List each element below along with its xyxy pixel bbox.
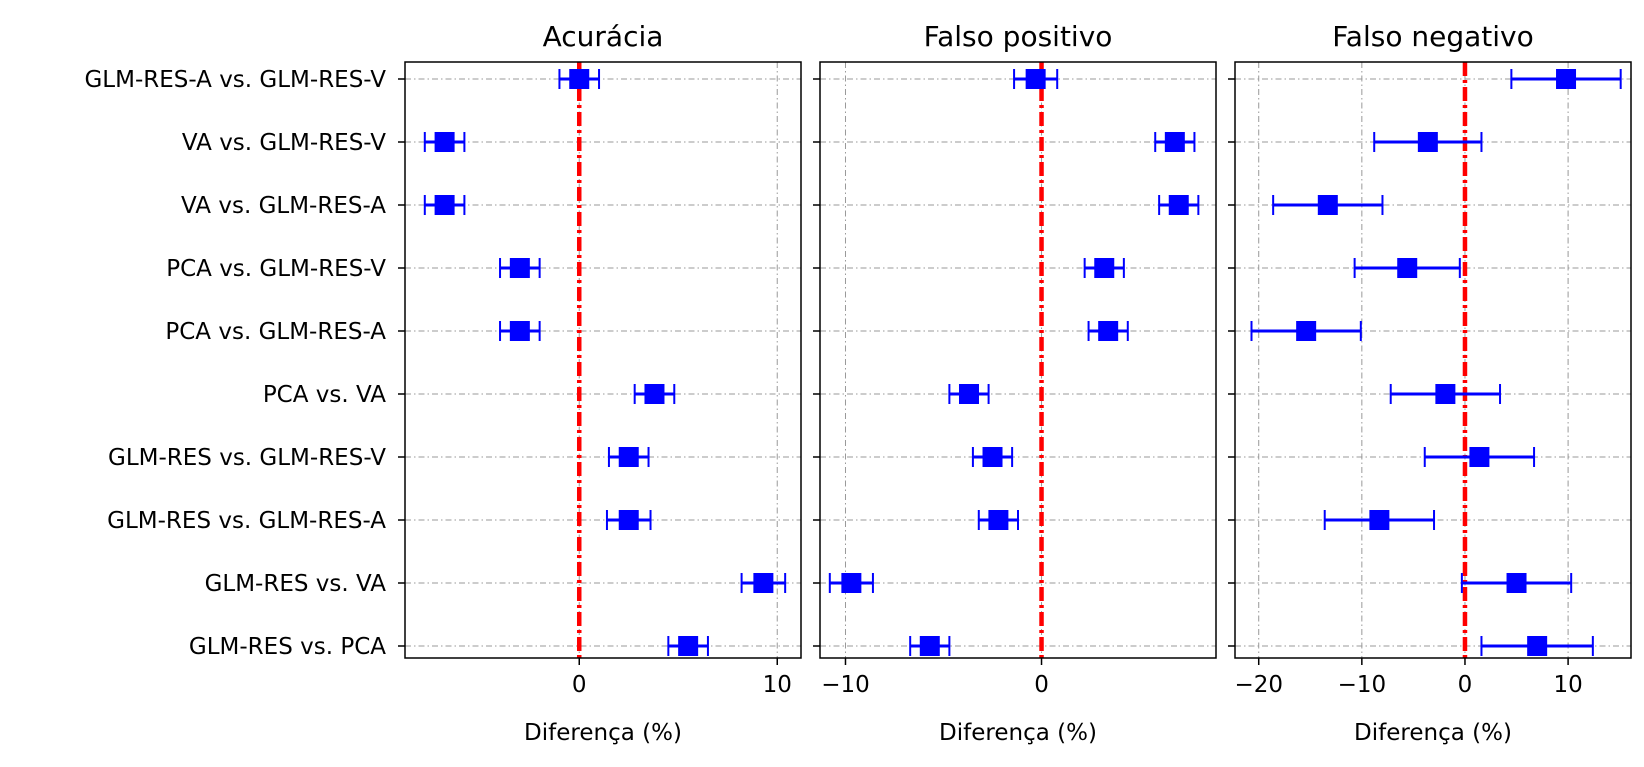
data-point-marker	[1317, 195, 1338, 215]
data-point-marker	[1296, 321, 1317, 341]
panel-title: Acurácia	[543, 20, 664, 53]
data-point-marker	[678, 636, 699, 656]
data-point-marker	[1556, 69, 1577, 89]
axes-frame	[404, 61, 802, 659]
data-point-marker	[1164, 132, 1185, 152]
data-point-marker	[618, 510, 639, 530]
x-tick-label: 0	[572, 672, 587, 698]
data-point-marker	[569, 69, 590, 89]
x-tick-label: 0	[1458, 672, 1473, 698]
category-label: PCA vs. GLM-RES-V	[166, 256, 386, 282]
data-point-marker	[1417, 132, 1438, 152]
category-label: VA vs. GLM-RES-A	[181, 193, 386, 219]
data-point-marker	[509, 258, 530, 278]
data-point-marker	[982, 447, 1003, 467]
category-label: GLM-RES vs. GLM-RES-A	[107, 508, 386, 534]
category-label: PCA vs. VA	[263, 382, 386, 408]
x-tick-label: 0	[1034, 672, 1049, 698]
x-axis-label: Diferença (%)	[524, 720, 682, 746]
data-point-marker	[1397, 258, 1418, 278]
category-label: GLM-RES vs. PCA	[189, 634, 386, 660]
x-tick-label: 10	[763, 672, 792, 698]
x-tick-label: −20	[1234, 672, 1283, 698]
data-point-marker	[841, 573, 862, 593]
axes-frame	[819, 61, 1217, 659]
data-point-marker	[434, 195, 455, 215]
data-point-marker	[1168, 195, 1189, 215]
panel-title: Falso negativo	[1332, 20, 1533, 53]
x-tick-label: −10	[1338, 672, 1387, 698]
category-label: GLM-RES vs. VA	[205, 571, 387, 597]
data-point-marker	[1527, 636, 1548, 656]
data-point-marker	[1094, 258, 1115, 278]
x-tick-label: 10	[1553, 672, 1582, 698]
data-point-marker	[618, 447, 639, 467]
panel-title: Falso positivo	[924, 20, 1113, 53]
category-label: GLM-RES-A vs. GLM-RES-V	[84, 67, 386, 93]
category-label: VA vs. GLM-RES-V	[182, 130, 386, 156]
data-point-marker	[988, 510, 1009, 530]
data-point-marker	[1098, 321, 1119, 341]
data-point-marker	[919, 636, 940, 656]
x-axis-label: Diferença (%)	[939, 720, 1097, 746]
data-point-marker	[1435, 384, 1456, 404]
x-tick-label: −10	[821, 672, 870, 698]
data-point-marker	[509, 321, 530, 341]
data-point-marker	[958, 384, 979, 404]
data-point-marker	[434, 132, 455, 152]
category-label: PCA vs. GLM-RES-A	[165, 319, 386, 345]
data-point-marker	[1369, 510, 1390, 530]
axes-frame	[1234, 61, 1632, 659]
data-point-marker	[1469, 447, 1490, 467]
data-point-marker	[1025, 69, 1046, 89]
data-point-marker	[753, 573, 774, 593]
category-label: GLM-RES vs. GLM-RES-V	[108, 445, 386, 471]
data-point-marker	[1506, 573, 1527, 593]
data-point-marker	[644, 384, 665, 404]
x-axis-label: Diferença (%)	[1354, 720, 1512, 746]
